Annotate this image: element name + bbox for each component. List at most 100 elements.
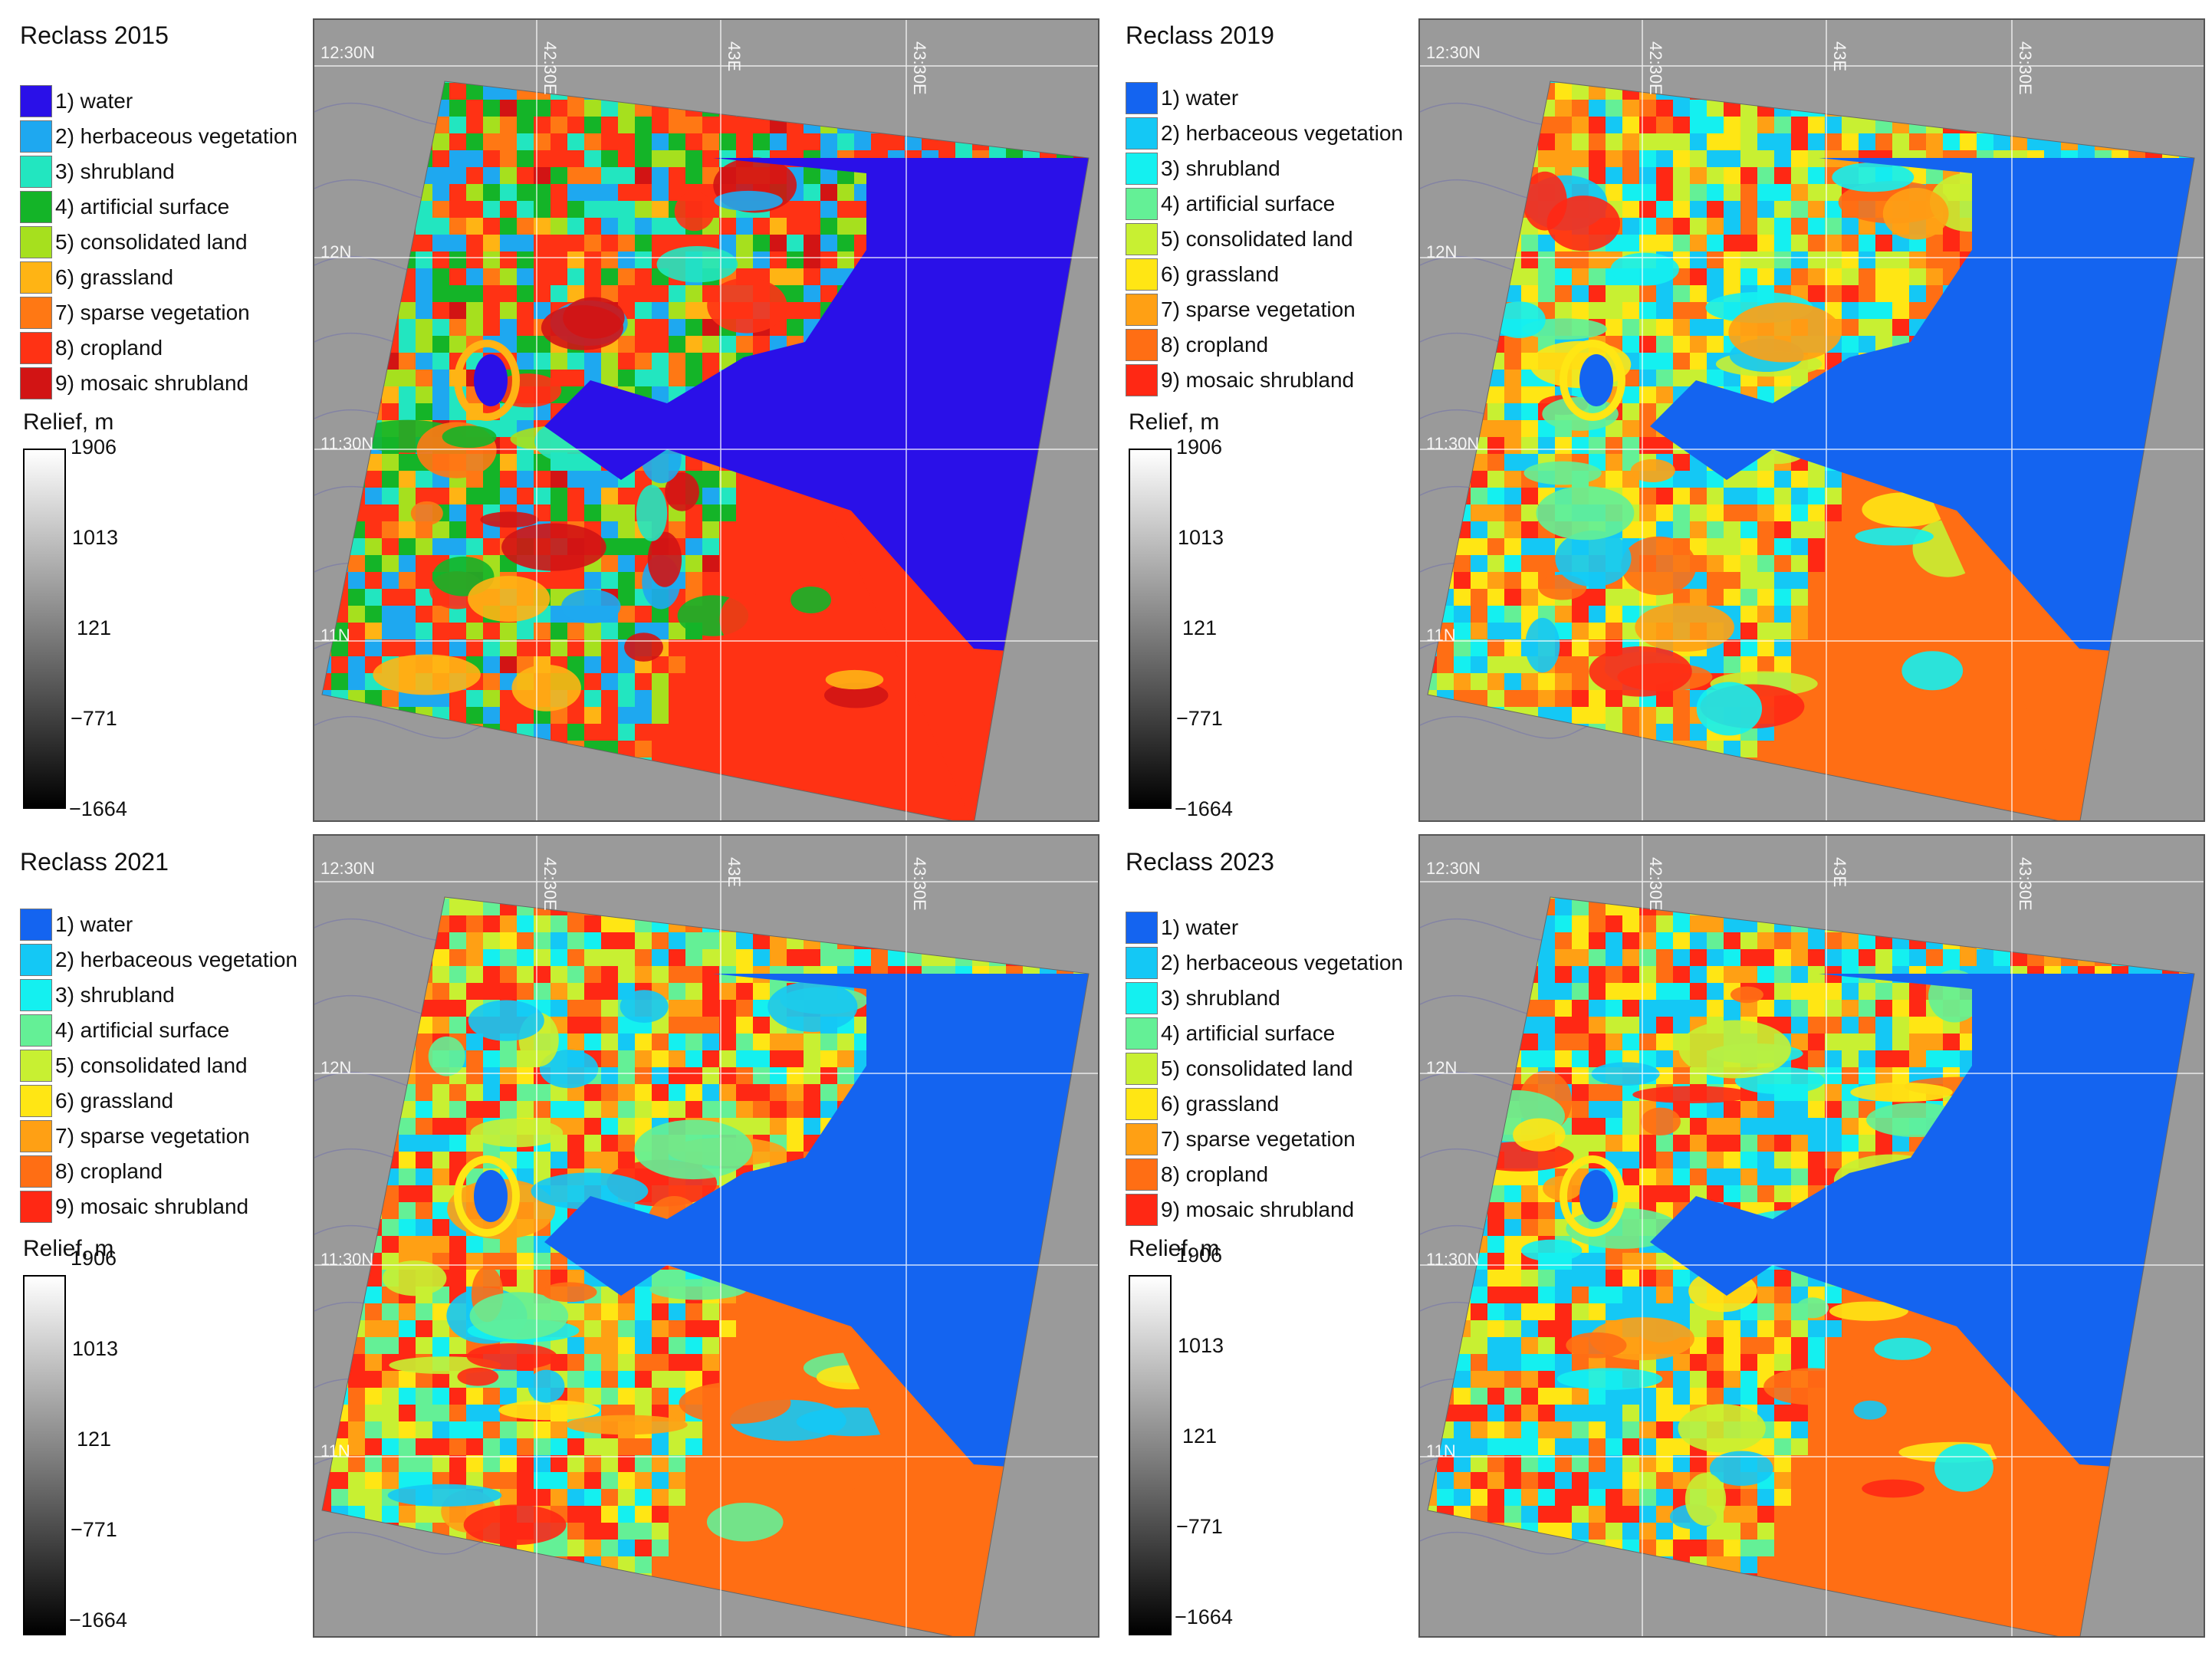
legend-label: 5) consolidated land xyxy=(1161,227,1353,251)
graticule xyxy=(1420,20,2204,820)
legend-label: 3) shrubland xyxy=(55,983,175,1007)
relief-title: Relief, m xyxy=(1129,1236,1220,1261)
land-cover-map: 12:30N 42:30E 43E 43:30E 12N 11:30N 11N xyxy=(313,18,1099,822)
relief-tick: −1664 xyxy=(1175,1605,1233,1628)
panel-2023: Reclass 2023 1) water 2) herbaceous vege… xyxy=(1106,826,2211,1653)
graticule xyxy=(314,20,1098,820)
graticule-label: 42:30E xyxy=(1646,857,1665,911)
graticule-label: 11N xyxy=(320,1441,350,1461)
legend-label: 8) cropland xyxy=(55,1159,163,1183)
legend-item-cropland: 8) cropland xyxy=(20,331,163,365)
legend-swatch xyxy=(1126,982,1158,1014)
relief-colorbar xyxy=(23,1275,66,1635)
legend-swatch xyxy=(1126,1053,1158,1085)
legend-item-grassland: 6) grassland xyxy=(1126,258,1279,291)
legend-swatch xyxy=(1126,294,1158,326)
legend-swatch xyxy=(20,226,52,258)
legend-label: 1) water xyxy=(1161,86,1239,110)
legend-label: 4) artificial surface xyxy=(55,195,230,219)
relief-colorbar xyxy=(1129,449,1172,809)
graticule-label: 12N xyxy=(1426,1058,1457,1077)
legend-swatch xyxy=(20,191,52,223)
graticule-label: 43:30E xyxy=(2016,857,2035,911)
legend-label: 4) artificial surface xyxy=(55,1018,230,1042)
relief-tick: 121 xyxy=(1182,616,1218,639)
legend-swatch xyxy=(20,156,52,188)
legend-label: 7) sparse vegetation xyxy=(1161,1127,1356,1151)
relief-tick: 1906 xyxy=(71,435,117,458)
legend-label: 4) artificial surface xyxy=(1161,192,1336,215)
legend-label: 2) herbaceous vegetation xyxy=(55,948,297,971)
legend-item-consolidated-land: 5) consolidated land xyxy=(1126,1052,1353,1086)
legend-label: 9) mosaic shrubland xyxy=(55,1195,249,1218)
legend-item-herbaceous-vegetation: 2) herbaceous vegetation xyxy=(20,943,297,977)
graticule-label: 11:30N xyxy=(320,1250,373,1269)
legend-swatch xyxy=(20,367,52,399)
legend-swatch xyxy=(1126,912,1158,944)
legend-item-artificial-surface: 4) artificial surface xyxy=(20,1014,229,1047)
legend-item-shrubland: 3) shrubland xyxy=(20,978,175,1012)
legend-swatch xyxy=(1126,223,1158,255)
graticule xyxy=(1420,836,2204,1636)
relief-tick: 1906 xyxy=(1176,435,1223,458)
legend-swatch xyxy=(1126,329,1158,361)
legend-swatch xyxy=(20,261,52,294)
legend-swatch xyxy=(20,1014,52,1047)
relief-tick: 1013 xyxy=(1178,1334,1224,1357)
panel-title: Reclass 2023 xyxy=(1126,848,1274,876)
relief-tick: −1664 xyxy=(1175,797,1233,820)
legend-label: 5) consolidated land xyxy=(55,1053,248,1077)
graticule-label: 11N xyxy=(1426,1441,1456,1461)
legend-label: 9) mosaic shrubland xyxy=(1161,1198,1355,1221)
relief-tick: 1013 xyxy=(1178,526,1224,549)
legend-swatch xyxy=(20,909,52,941)
legend-swatch xyxy=(20,85,52,117)
legend-item-artificial-surface: 4) artificial surface xyxy=(1126,187,1335,221)
legend-label: 8) cropland xyxy=(1161,333,1269,357)
relief-title: Relief, m xyxy=(1129,409,1220,435)
legend-item-grassland: 6) grassland xyxy=(1126,1087,1279,1121)
legend-swatch xyxy=(1126,947,1158,979)
legend-item-shrubland: 3) shrubland xyxy=(20,155,175,189)
panel-title: Reclass 2021 xyxy=(20,848,169,876)
graticule-label: 12:30N xyxy=(320,43,375,62)
legend-label: 1) water xyxy=(55,912,133,936)
legend-item-shrubland: 3) shrubland xyxy=(1126,981,1280,1015)
panel-2019: Reclass 2019 1) water 2) herbaceous vege… xyxy=(1106,0,2211,826)
relief-tick: −771 xyxy=(71,1518,117,1541)
relief-tick: 1013 xyxy=(72,1337,119,1360)
relief-title: Relief, m xyxy=(23,1236,114,1261)
relief-tick: −1664 xyxy=(69,1609,127,1632)
graticule-label: 11:30N xyxy=(320,434,373,453)
legend-item-water: 1) water xyxy=(1126,81,1238,115)
legend-swatch xyxy=(1126,82,1158,114)
land-cover-map: 12:30N 42:30E 43E 43:30E 12N 11:30N 11N xyxy=(1418,834,2205,1638)
legend-swatch xyxy=(20,332,52,364)
land-cover-map: 12:30N 42:30E 43E 43:30E 12N 11:30N 11N xyxy=(1418,18,2205,822)
graticule-label: 12:30N xyxy=(320,859,375,878)
legend-label: 7) sparse vegetation xyxy=(55,301,250,324)
legend-item-water: 1) water xyxy=(20,84,133,118)
graticule-label: 12N xyxy=(320,242,351,261)
legend-label: 9) mosaic shrubland xyxy=(55,371,249,395)
legend-label: 5) consolidated land xyxy=(55,230,248,254)
legend-label: 3) shrubland xyxy=(1161,156,1280,180)
relief-tick: 1906 xyxy=(71,1247,117,1270)
graticule-label: 42:30E xyxy=(541,41,560,95)
relief-tick: 1906 xyxy=(1176,1244,1223,1267)
graticule xyxy=(314,836,1098,1636)
legend-item-cropland: 8) cropland xyxy=(20,1155,163,1188)
legend-item-consolidated-land: 5) consolidated land xyxy=(20,1049,248,1083)
legend-label: 8) cropland xyxy=(1161,1162,1269,1186)
graticule-label: 43E xyxy=(1830,857,1849,887)
legend-swatch xyxy=(1126,364,1158,396)
legend-label: 3) shrubland xyxy=(55,159,175,183)
graticule-label: 43:30E xyxy=(2016,41,2035,95)
panel-title: Reclass 2015 xyxy=(20,21,169,49)
graticule-label: 43E xyxy=(725,857,744,887)
legend-item-sparse-vegetation: 7) sparse vegetation xyxy=(20,296,250,330)
legend-swatch xyxy=(20,1050,52,1082)
legend-item-mosaic-shrubland: 9) mosaic shrubland xyxy=(1126,1193,1354,1227)
relief-tick: −1664 xyxy=(69,797,127,820)
legend-swatch xyxy=(20,297,52,329)
